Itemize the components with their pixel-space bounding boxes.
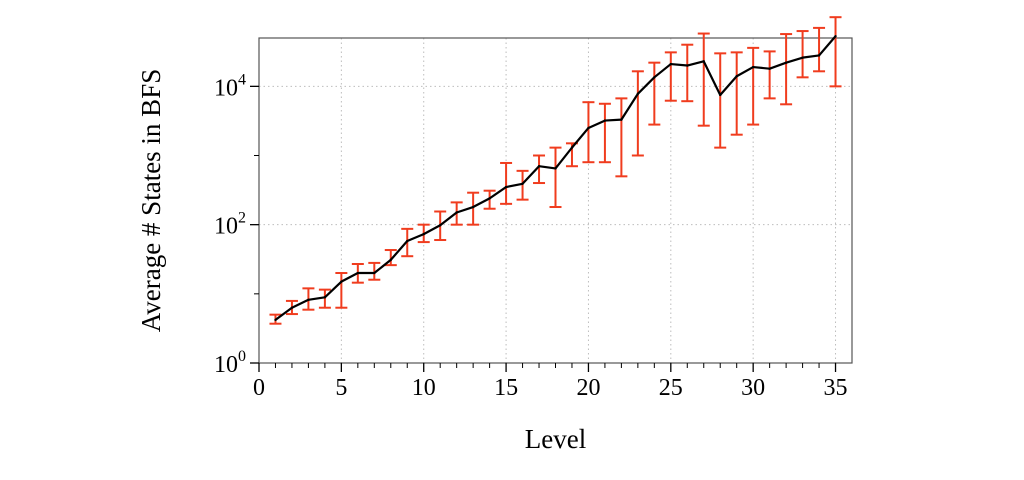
data-point: [834, 35, 837, 38]
data-point: [603, 119, 607, 122]
x-tick-label: 20: [576, 375, 600, 401]
data-point: [422, 232, 425, 236]
data-point: [521, 182, 524, 185]
data-point: [702, 60, 705, 63]
data-point: [471, 205, 475, 209]
y-tick-base: 10: [214, 352, 238, 378]
x-tick-label: 5: [335, 375, 347, 401]
y-tick-exponent: 0: [238, 348, 246, 365]
data-point: [751, 65, 755, 69]
data-point: [719, 93, 722, 97]
data-point: [669, 62, 673, 66]
y-axis-title: Average # States in BFS: [136, 69, 166, 332]
y-tick-exponent: 2: [238, 210, 246, 227]
x-tick-label: 30: [741, 375, 765, 401]
x-tick-label: 25: [659, 375, 683, 401]
data-point: [735, 75, 738, 78]
data-point: [389, 258, 392, 262]
data-point: [554, 167, 557, 170]
data-point: [537, 165, 541, 168]
data-point: [323, 296, 327, 299]
data-point: [340, 280, 343, 283]
y-tick-label: 102: [214, 210, 246, 240]
data-point: [307, 298, 310, 301]
data-point: [504, 185, 508, 189]
data-point: [768, 67, 771, 70]
x-axis-title: Level: [525, 424, 586, 454]
data-point: [784, 61, 788, 64]
x-tick-label: 0: [253, 375, 265, 401]
x-tick-label: 35: [824, 375, 848, 401]
x-tick-label: 15: [494, 375, 518, 401]
data-point: [620, 118, 623, 121]
data-point: [488, 197, 491, 200]
data-point: [406, 239, 409, 243]
y-tick-exponent: 4: [238, 71, 246, 88]
data-point: [801, 56, 804, 59]
data-point: [653, 76, 656, 79]
data-point: [290, 306, 294, 309]
data-point: [686, 64, 689, 67]
data-point: [817, 54, 821, 57]
data-point: [570, 146, 574, 149]
series-line-layer: [274, 35, 837, 322]
x-tick-label: 10: [412, 375, 436, 401]
data-point: [636, 92, 640, 96]
y-tick-base: 10: [214, 214, 238, 240]
data-point: [373, 271, 376, 275]
error-bars: [269, 16, 842, 325]
data-point: [438, 224, 442, 227]
data-point: [455, 211, 458, 214]
data-point: [356, 271, 360, 275]
data-point: [274, 318, 277, 322]
data-point: [587, 126, 590, 130]
y-tick-label: 104: [214, 71, 246, 101]
y-tick-base: 10: [214, 75, 238, 101]
y-tick-label: 100: [214, 348, 246, 378]
